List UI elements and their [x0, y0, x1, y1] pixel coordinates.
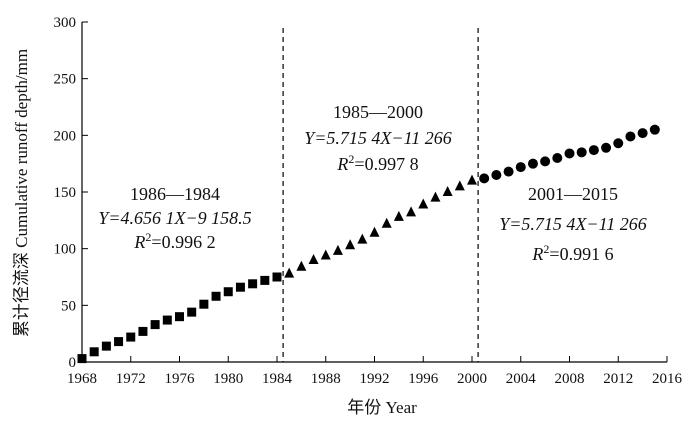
x-tick-label: 1996	[408, 371, 439, 387]
square-marker	[114, 337, 124, 347]
annotation-period3-years: 2001—2015	[528, 184, 618, 204]
triangle-marker	[454, 180, 465, 191]
annotation-period3-equation: Y=5.715 4X−11 266	[499, 214, 646, 234]
triangle-marker	[284, 267, 295, 278]
y-tick-label: 150	[54, 185, 77, 201]
x-tick-label: 1988	[311, 371, 341, 387]
triangle-marker	[393, 210, 404, 221]
annotation-period2-equation: Y=5.715 4X−11 266	[304, 128, 451, 148]
triangle-marker	[381, 217, 392, 228]
triangle-marker	[406, 206, 417, 217]
y-tick-label: 300	[54, 15, 77, 31]
circle-marker	[625, 131, 636, 142]
triangle-marker	[369, 226, 380, 237]
circle-marker	[527, 158, 538, 169]
square-marker	[138, 326, 148, 336]
x-tick-label: 1976	[165, 371, 196, 387]
triangle-marker	[320, 249, 331, 260]
circle-marker	[515, 162, 526, 173]
triangle-marker	[430, 191, 441, 202]
square-marker	[199, 299, 209, 309]
x-tick-label: 2004	[506, 371, 537, 387]
x-tick-label: 1980	[213, 371, 243, 387]
triangle-marker	[332, 244, 343, 255]
square-marker	[248, 279, 258, 289]
square-marker	[211, 291, 221, 301]
y-tick-label: 200	[54, 128, 77, 144]
x-tick-label: 1992	[360, 371, 390, 387]
x-tick-label: 1972	[116, 371, 146, 387]
circle-marker	[588, 145, 599, 156]
square-marker	[150, 320, 160, 330]
circle-marker	[540, 156, 551, 167]
square-marker	[89, 347, 99, 357]
y-tick-label: 50	[61, 298, 76, 314]
circle-marker	[564, 148, 575, 159]
triangle-marker	[296, 260, 307, 271]
x-tick-label: 2000	[457, 371, 487, 387]
axes: 0 50 100 150 200 250 300 1968 1972 1976 1980 1984 19…	[54, 15, 683, 387]
annotation-period2-r2: R2=0.997 8	[336, 152, 418, 174]
y-tick-label: 250	[54, 72, 77, 88]
square-marker	[175, 312, 184, 322]
data-markers	[77, 124, 660, 364]
triangle-marker	[345, 239, 356, 250]
x-tick-label: 2008	[555, 371, 585, 387]
circle-marker	[552, 153, 563, 163]
circle-marker	[601, 142, 612, 153]
circle-marker	[503, 166, 514, 177]
circle-marker	[649, 124, 660, 135]
x-axis-title: 年份 Year	[347, 398, 417, 417]
annotation-period1-r2: R2=0.996 2	[133, 230, 215, 252]
annotation-period2: 1985—2000 Y=5.715 4X−11 266 R2=0.997 8	[304, 102, 451, 174]
annotation-period3-r2: R2=0.991 6	[531, 242, 613, 264]
x-tick-label: 2016	[652, 371, 683, 387]
annotation-period3: 2001—2015 Y=5.715 4X−11 266 R2=0.991 6	[499, 184, 646, 264]
x-tick-label: 1984	[262, 371, 293, 387]
circle-marker	[613, 138, 624, 149]
y-tick-label: 0	[69, 355, 77, 371]
triangle-marker	[418, 198, 429, 209]
square-marker	[101, 341, 111, 351]
x-tick-label: 2012	[603, 371, 633, 387]
square-marker	[272, 272, 282, 282]
triangle-marker	[442, 186, 453, 196]
circle-marker	[491, 170, 502, 180]
y-tick-label: 100	[54, 242, 77, 258]
square-marker	[235, 282, 245, 292]
circle-marker	[479, 173, 490, 184]
square-marker	[260, 275, 270, 285]
square-marker	[187, 307, 197, 317]
circle-marker	[576, 147, 587, 158]
annotation-period1-years: 1986—1984	[130, 184, 220, 204]
triangle-marker	[308, 254, 319, 264]
square-marker	[162, 315, 172, 325]
triangle-marker	[357, 233, 368, 244]
x-tick-label: 1968	[67, 371, 97, 387]
plot-area	[282, 28, 479, 362]
y-axis-title: 累计径流深 Cumulative runoff depth/mm	[12, 49, 31, 337]
annotation-period1: 1986—1984 Y=4.656 1X−9 158.5 R2=0.996 2	[98, 184, 251, 252]
annotation-period2-years: 1985—2000	[333, 102, 423, 122]
square-marker	[126, 332, 136, 342]
circle-marker	[637, 128, 648, 139]
square-marker	[223, 287, 233, 297]
annotation-period1-equation: Y=4.656 1X−9 158.5	[98, 208, 251, 228]
triangle-marker	[467, 174, 477, 185]
